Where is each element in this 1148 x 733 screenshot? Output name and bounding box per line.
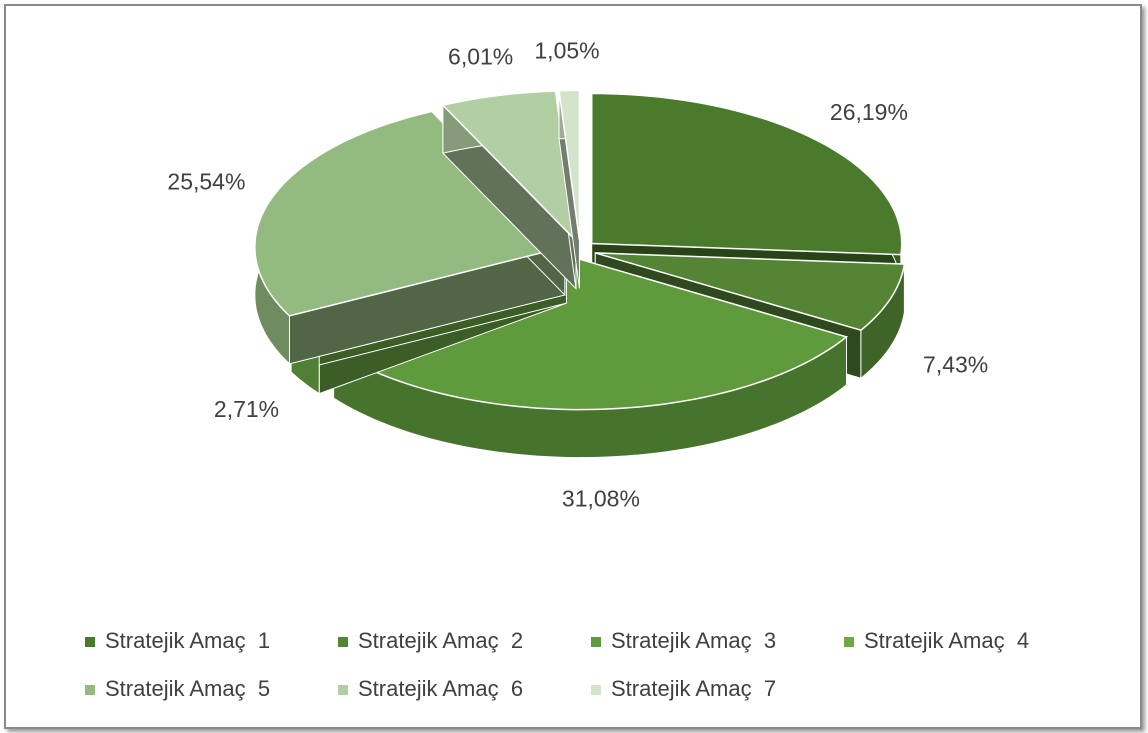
data-label: 31,08% <box>562 485 640 511</box>
legend-label: Stratejik Amaç 4 <box>864 628 1029 653</box>
data-label: 26,19% <box>830 99 908 125</box>
legend-swatch <box>338 637 348 647</box>
legend-swatch <box>338 685 348 695</box>
legend-label: Stratejik Amaç 6 <box>358 676 523 701</box>
legend-label: Stratejik Amaç 1 <box>105 628 270 653</box>
legend-swatch <box>85 637 95 647</box>
data-label: 6,01% <box>448 44 513 70</box>
legend-swatch <box>591 685 601 695</box>
data-label: 7,43% <box>923 351 988 377</box>
data-label: 1,05% <box>534 38 599 64</box>
legend-label: Stratejik Amaç 7 <box>611 676 776 701</box>
legend-label: Stratejik Amaç 2 <box>358 628 523 653</box>
legend-swatch <box>85 685 95 695</box>
data-label: 2,71% <box>214 396 279 422</box>
legend-label: Stratejik Amaç 5 <box>105 676 270 701</box>
pie-slice <box>558 89 581 289</box>
legend-swatch <box>591 637 601 647</box>
legend-label: Stratejik Amaç 3 <box>611 628 776 653</box>
legend-swatch <box>844 637 854 647</box>
data-label: 25,54% <box>167 169 245 195</box>
